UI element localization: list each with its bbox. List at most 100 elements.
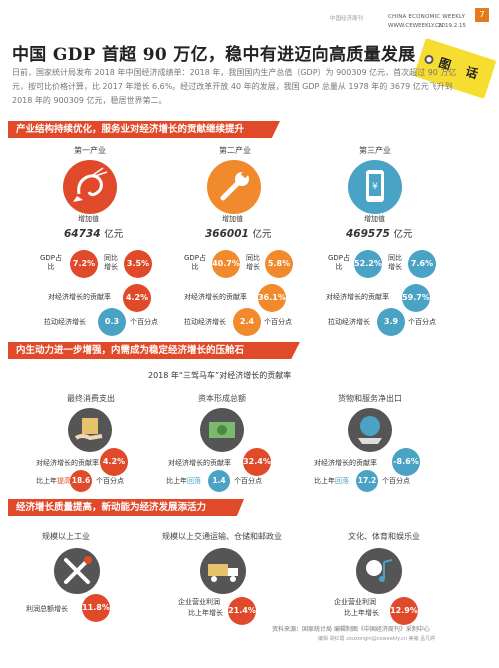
shopping-hand-icon — [68, 408, 112, 452]
gdp-share-label: GDP占比 — [183, 254, 207, 271]
added-value: 64734 亿元 — [64, 226, 123, 240]
added-value-number: 64734 — [64, 228, 101, 240]
contribution-label: 对经济增长的贡献率 — [36, 459, 99, 467]
gdp-share-bubble: 52.2% — [354, 250, 382, 278]
contribution-bubble: -8.6% — [392, 448, 420, 476]
gdp-share-label: GDP占比 — [327, 254, 351, 271]
growth-label: 同比增长 — [246, 254, 260, 271]
compare-bubble: 18.6 — [70, 470, 92, 492]
pull-bubble: 0.3 — [98, 308, 126, 336]
editor-note: 编辑 胡红霞 zouxongin@ceweekly.cn 美编 孟凡婷 — [318, 636, 436, 642]
added-value-number: 366001 — [205, 228, 249, 240]
profit-bubble: 12.9% — [390, 597, 418, 625]
quality-name: 规模以上工业 — [42, 532, 90, 541]
compare-direction: 回落 — [187, 477, 201, 485]
contribution-bubble: 36.1% — [258, 284, 286, 312]
magazine-english-name: CHINA ECONOMIC WEEKLY — [388, 14, 466, 20]
money-icon — [200, 408, 244, 452]
svg-text:¥: ¥ — [372, 182, 378, 192]
contribution-bubble: 4.2% — [100, 448, 128, 476]
gdp-share-label: GDP占比 — [39, 254, 63, 271]
compare-direction: 回落 — [335, 477, 349, 485]
contribution-label: 对经济增长的贡献率 — [48, 293, 111, 301]
section2-heading: 内生动力进一步增强，内需成为稳定经济增长的压舱石 — [8, 342, 300, 359]
globe-ship-icon — [348, 408, 392, 452]
growth-bubble: 7.6% — [408, 250, 436, 278]
added-value-unit: 亿元 — [252, 229, 272, 240]
page-number: 7 — [475, 8, 489, 22]
magazine-url: WWW.CEWEEKLY.CN — [388, 23, 444, 29]
contribution-bubble: 32.4% — [243, 448, 271, 476]
profit-sublabel: 比上年增长 — [344, 609, 379, 617]
tag-hole-icon — [423, 53, 435, 66]
section2-subtitle: 2018 年“三驾马车”对经济增长的贡献率 — [148, 371, 292, 380]
mobile-payment-icon: ¥ — [348, 160, 402, 214]
profit-bubble: 21.4% — [228, 597, 256, 625]
industry-name: 第一产业 — [74, 146, 106, 155]
gdp-share-bubble: 40.7% — [212, 250, 240, 278]
added-value-unit: 亿元 — [104, 229, 124, 240]
contribution-label: 对经济增长的贡献率 — [168, 459, 231, 467]
industry-name: 第二产业 — [219, 146, 251, 155]
growth-bubble: 5.8% — [265, 250, 293, 278]
added-value-label: 增加值 — [78, 215, 99, 223]
compare-label: 比上年回落 — [314, 476, 349, 486]
pull-bubble: 3.9 — [377, 308, 405, 336]
compare-direction: 提高 — [57, 477, 71, 485]
compare-unit: 个百分点 — [234, 477, 262, 485]
compare-unit: 个百分点 — [96, 477, 124, 485]
page-title: 中国 GDP 首超 90 万亿，稳中有进迈向高质量发展 — [12, 45, 416, 65]
added-value: 366001 亿元 — [205, 226, 272, 240]
source-note: 资料来源：国家统计局 编辑制图《中国经济周刊》采制中心 — [272, 626, 430, 633]
contribution-label: 对经济增长的贡献率 — [184, 293, 247, 301]
compare-label: 比上年回落 — [166, 476, 201, 486]
wrench-icon — [207, 160, 261, 214]
profit-label: 企业营业利润 — [334, 598, 376, 606]
profit-label: 企业营业利润 — [178, 598, 220, 606]
profit-label: 利润总额增长 — [26, 605, 68, 613]
issue-date: 2019.2.15 — [438, 23, 466, 29]
added-value-number: 469575 — [346, 228, 390, 240]
contribution-bubble: 59.7% — [402, 284, 430, 312]
compare-unit: 个百分点 — [382, 477, 410, 485]
tools-icon — [54, 548, 100, 594]
pull-unit: 个百分点 — [130, 318, 158, 326]
pull-bubble: 2.4 — [233, 308, 261, 336]
pull-label: 拉动经济增长 — [44, 318, 86, 326]
growth-label: 同比增长 — [104, 254, 118, 271]
pull-unit: 个百分点 — [264, 318, 292, 326]
driver-name: 资本形成总额 — [198, 394, 246, 403]
industry-name: 第三产业 — [359, 146, 391, 155]
truck-icon — [200, 548, 246, 594]
compare-prefix: 比上年 — [166, 477, 187, 485]
contribution-label: 对经济增长的贡献率 — [326, 293, 389, 301]
pull-label: 拉动经济增长 — [184, 318, 226, 326]
added-value-label: 增加值 — [222, 215, 243, 223]
section3-heading: 经济增长质量提高，新动能为经济发展添活力 — [8, 499, 244, 516]
quality-name: 文化、体育和娱乐业 — [348, 532, 420, 541]
added-value: 469575 亿元 — [346, 226, 413, 240]
section1-heading: 产业结构持续优化，服务业对经济增长的贡献继续提升 — [8, 121, 280, 138]
contribution-label: 对经济增长的贡献率 — [314, 459, 377, 467]
shrimp-icon — [63, 160, 117, 214]
gdp-share-bubble: 7.2% — [70, 250, 98, 278]
magazine-name: 中国经济周刊 — [330, 16, 364, 22]
compare-label: 比上年提高 — [36, 476, 71, 486]
profit-sublabel: 比上年增长 — [188, 609, 223, 617]
pull-unit: 个百分点 — [408, 318, 436, 326]
growth-bubble: 3.5% — [124, 250, 152, 278]
driver-name: 最终消费支出 — [67, 394, 115, 403]
ball-music-icon — [356, 548, 402, 594]
compare-prefix: 比上年 — [36, 477, 57, 485]
compare-bubble: 17.2 — [356, 470, 378, 492]
growth-label: 同比增长 — [388, 254, 402, 271]
quality-name: 规模以上交通运输、仓储和邮政业 — [162, 532, 282, 541]
pull-label: 拉动经济增长 — [328, 318, 370, 326]
compare-bubble: 1.4 — [208, 470, 230, 492]
added-value-unit: 亿元 — [393, 229, 413, 240]
driver-name: 货物和服务净出口 — [338, 394, 402, 403]
compare-prefix: 比上年 — [314, 477, 335, 485]
profit-bubble: 11.8% — [82, 594, 110, 622]
contribution-bubble: 4.2% — [123, 284, 151, 312]
intro-paragraph: 日前，国家统计局发布 2018 年中国经济成绩单：2018 年，我国国内生产总值… — [12, 68, 457, 105]
